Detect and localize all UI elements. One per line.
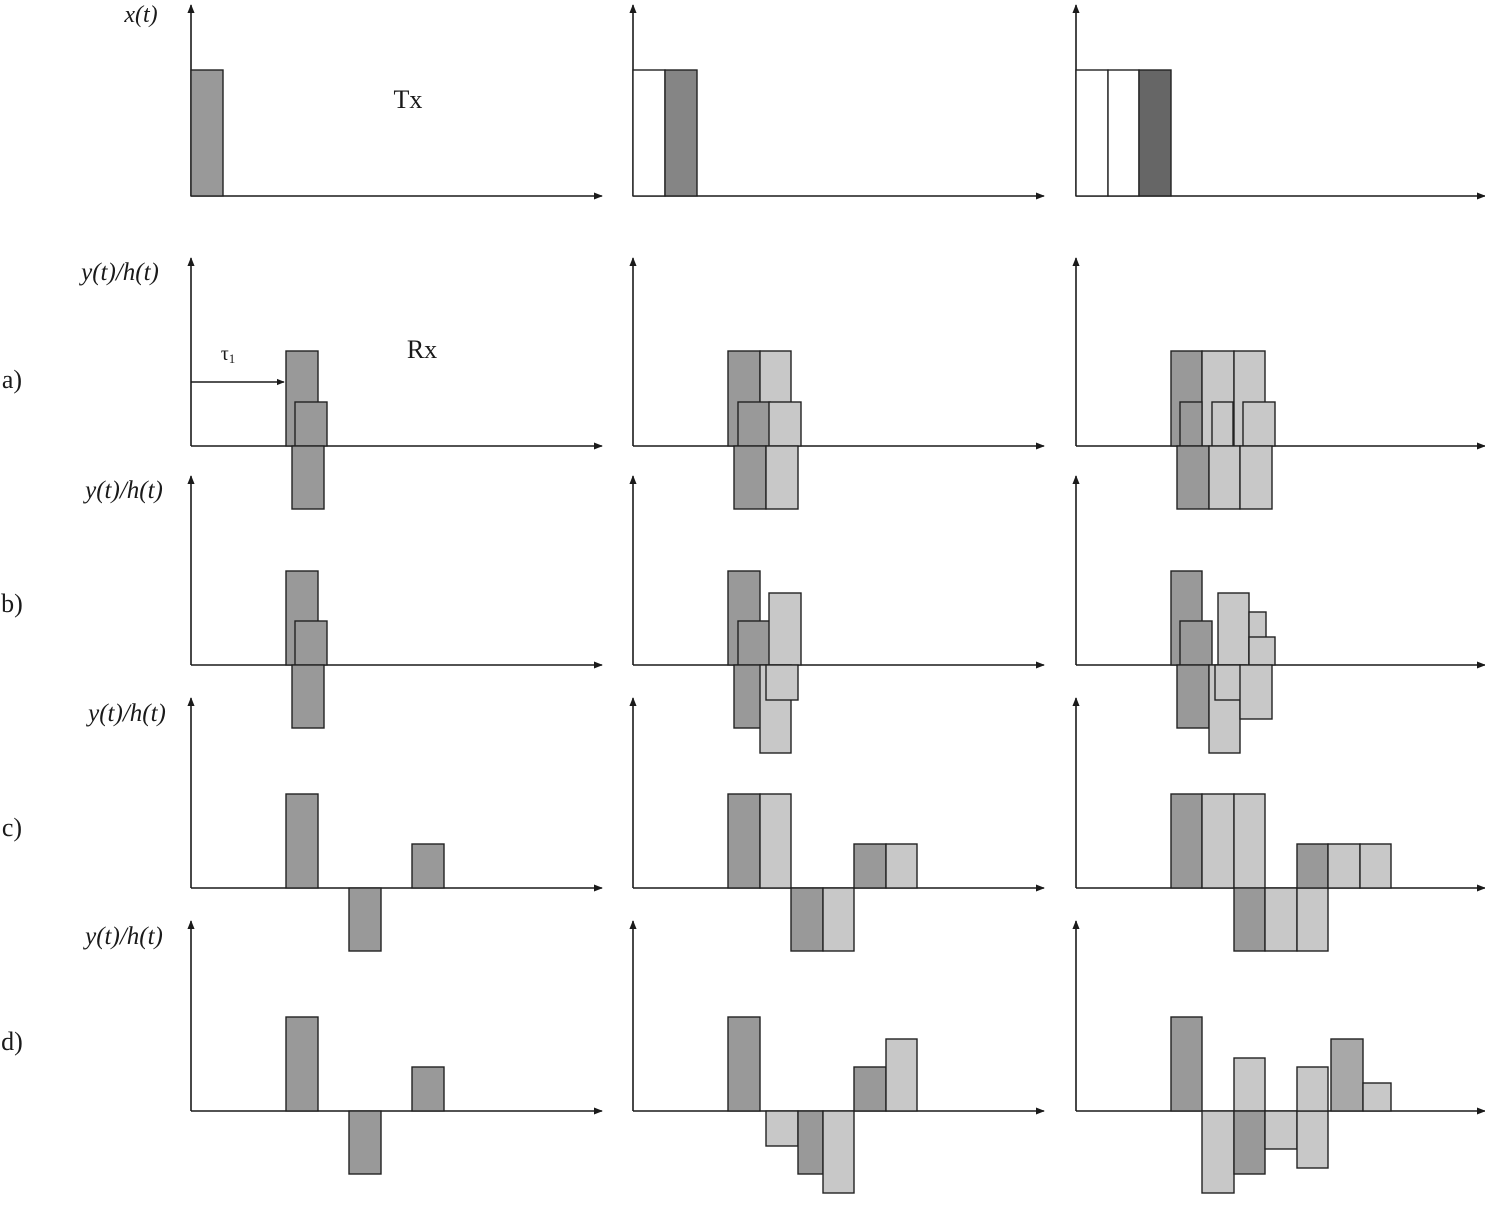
- pulse-b-3-5: [1248, 636, 1276, 666]
- pulse-tx-3-3: [1138, 69, 1172, 197]
- pulse-c-3-6: [1296, 887, 1329, 952]
- pulse-d-1-3: [411, 1066, 445, 1112]
- pulse-b-2-6: [765, 664, 799, 701]
- pulse-b-3-6: [1176, 664, 1210, 729]
- pulse-tx-1-1: [190, 69, 224, 197]
- pulse-d-3-4: [1233, 1110, 1266, 1175]
- pulse-c-2-2: [759, 793, 792, 889]
- y-axis-label-b: y(t)/h(t): [82, 477, 163, 504]
- pulse-tx-3-2: [1107, 69, 1140, 197]
- pulse-d-2-6: [885, 1038, 918, 1112]
- pulse-a-3-4: [1179, 401, 1203, 447]
- pulse-c-1-3: [411, 843, 445, 889]
- pulse-b-1-3: [291, 664, 325, 729]
- pulse-c-2-4: [822, 887, 855, 952]
- pulse-a-3-6: [1242, 401, 1276, 447]
- pulse-a-1-3: [291, 445, 325, 510]
- pulse-c-2-3: [790, 887, 824, 952]
- pulse-tx-2-1: [632, 69, 666, 197]
- pulse-d-3-1: [1170, 1016, 1203, 1112]
- pulse-c-1-2: [348, 887, 382, 952]
- pulse-b-3-9: [1239, 664, 1273, 720]
- tau-symbol: τ: [221, 343, 229, 365]
- y-axis-label-a: y(t)/h(t): [78, 259, 159, 286]
- rx-label: Rx: [407, 335, 437, 364]
- pulse-a-2-4: [768, 401, 802, 447]
- pulse-b-3-3: [1217, 592, 1250, 666]
- pulse-d-1-2: [348, 1110, 382, 1175]
- pulse-c-3-4: [1233, 887, 1266, 952]
- y-axis-label-d: y(t)/h(t): [82, 923, 163, 950]
- row-label-a: a): [2, 365, 22, 394]
- pulse-d-3-6: [1296, 1110, 1329, 1169]
- pulse-b-2-3: [768, 592, 802, 666]
- pulse-c-3-5: [1264, 887, 1298, 952]
- y-axis-label-c: y(t)/h(t): [85, 700, 166, 727]
- pulse-c-3-8: [1327, 843, 1361, 889]
- pulse-b-2-2: [737, 620, 771, 666]
- pulse-d-3-3: [1233, 1057, 1266, 1112]
- pulse-a-3-9: [1239, 445, 1273, 510]
- pulse-c-3-2: [1201, 793, 1235, 889]
- pulse-d-2-5: [853, 1066, 887, 1112]
- pulse-d-3-8: [1330, 1038, 1364, 1112]
- pulse-c-3-3: [1233, 793, 1266, 889]
- pulse-a-2-3: [737, 401, 771, 447]
- pulse-a-3-8: [1208, 445, 1241, 510]
- row-label-c: c): [2, 813, 22, 842]
- pulse-d-1-1: [285, 1016, 319, 1112]
- pulse-d-2-2: [765, 1110, 799, 1147]
- row-label-b: b): [1, 589, 23, 618]
- x-axis-label: x(t): [123, 2, 157, 28]
- pulse-c-3-7: [1296, 843, 1329, 889]
- pulse-c-2-5: [853, 843, 887, 889]
- pulse-d-3-9: [1362, 1082, 1392, 1112]
- pulse-a-3-7: [1176, 445, 1210, 510]
- pulse-c-2-1: [727, 793, 761, 889]
- pulse-c-2-6: [885, 843, 918, 889]
- pulse-d-3-7: [1296, 1066, 1329, 1112]
- pulse-d-2-1: [727, 1016, 761, 1112]
- pulse-d-3-5: [1264, 1110, 1298, 1150]
- pulse-a-3-5: [1211, 401, 1234, 447]
- row-label-d: d): [1, 1027, 23, 1056]
- pulse-b-1-2: [294, 620, 328, 666]
- pulse-tx-3-1: [1075, 69, 1109, 197]
- pulse-b-3-2: [1179, 620, 1213, 666]
- pulse-c-3-1: [1170, 793, 1203, 889]
- pulse-c-1-1: [285, 793, 319, 889]
- pulse-a-2-5: [733, 445, 767, 510]
- tx-label: Tx: [394, 85, 423, 114]
- pulse-a-1-2: [294, 401, 328, 447]
- tau-subscript: 1: [229, 351, 236, 366]
- pulse-tx-2-2: [664, 69, 698, 197]
- pulse-d-3-2: [1201, 1110, 1235, 1194]
- tau-label: τ1: [221, 343, 236, 366]
- pulses-group: [190, 69, 1392, 1194]
- pulse-d-2-3: [797, 1110, 824, 1175]
- pulse-d-2-4: [822, 1110, 855, 1194]
- pulse-c-3-9: [1359, 843, 1392, 889]
- pulse-a-2-6: [765, 445, 799, 510]
